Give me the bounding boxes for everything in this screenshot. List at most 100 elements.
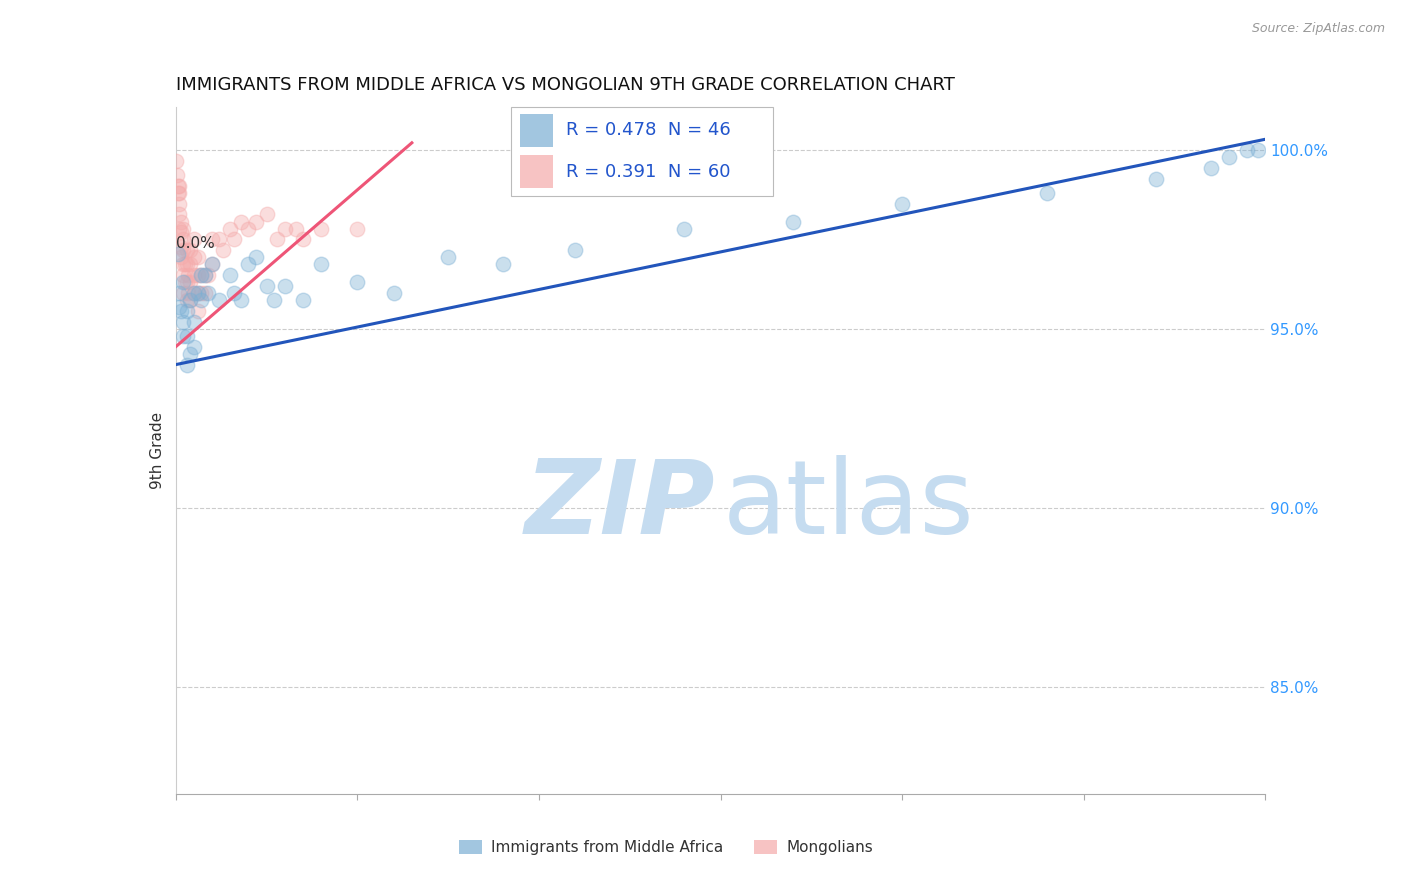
Point (172, 257, 194, 271)
Point (309, 257, 332, 271)
Point (219, 268, 242, 282)
Point (176, 257, 198, 271)
Point (208, 232, 231, 246)
Point (186, 304, 209, 318)
Point (266, 232, 288, 246)
Point (309, 221, 332, 235)
Point (274, 279, 297, 293)
Point (166, 168, 188, 182)
Text: Source: ZipAtlas.com: Source: ZipAtlas.com (1251, 22, 1385, 36)
Point (222, 232, 245, 246)
Point (1036, 186, 1059, 200)
Point (172, 286, 194, 301)
Point (201, 257, 224, 271)
Point (172, 221, 194, 235)
Point (170, 239, 193, 253)
Point (274, 221, 297, 235)
Point (190, 268, 212, 282)
Point (197, 286, 219, 301)
Point (166, 153, 188, 168)
Point (172, 276, 194, 290)
Point (190, 268, 212, 282)
Point (291, 293, 314, 308)
Point (231, 293, 253, 308)
Point (179, 257, 201, 271)
Point (169, 286, 191, 301)
Point (201, 257, 224, 271)
Point (176, 358, 198, 372)
Text: atlas: atlas (723, 455, 974, 556)
Point (291, 232, 314, 246)
Point (208, 293, 231, 308)
Text: 0.0%: 0.0% (176, 236, 215, 252)
Point (346, 221, 368, 235)
Point (194, 268, 217, 282)
Point (1236, 143, 1258, 157)
Point (238, 221, 260, 235)
Point (263, 293, 285, 308)
Point (222, 286, 245, 301)
Point (782, 214, 804, 228)
Point (1247, 143, 1270, 157)
Point (231, 214, 253, 228)
Point (194, 268, 217, 282)
Point (183, 232, 205, 246)
Point (169, 207, 191, 221)
Point (169, 178, 191, 193)
Bar (520, 155, 553, 188)
Point (183, 340, 205, 354)
Point (169, 196, 191, 211)
Point (219, 221, 242, 235)
Point (172, 243, 194, 257)
Point (382, 286, 405, 301)
Point (170, 214, 193, 228)
Point (284, 221, 307, 235)
Point (183, 268, 205, 282)
Point (172, 268, 194, 282)
Point (176, 276, 198, 290)
Point (172, 232, 194, 246)
Point (673, 221, 696, 235)
Point (238, 257, 260, 271)
Point (256, 207, 278, 221)
Point (176, 293, 198, 308)
Point (186, 286, 209, 301)
Point (173, 276, 195, 290)
Point (190, 293, 212, 308)
Point (183, 286, 205, 301)
Point (564, 243, 586, 257)
Point (245, 250, 267, 264)
Point (183, 315, 205, 329)
Point (169, 221, 191, 235)
Point (1146, 171, 1168, 186)
Text: ZIP: ZIP (524, 455, 716, 556)
Point (179, 293, 201, 308)
Point (212, 243, 235, 257)
Point (891, 196, 914, 211)
Point (176, 304, 198, 318)
Point (179, 347, 201, 361)
Point (437, 250, 460, 264)
Point (245, 214, 267, 228)
Point (176, 243, 198, 257)
Y-axis label: 9th Grade: 9th Grade (149, 412, 165, 489)
Point (492, 257, 515, 271)
Point (197, 268, 219, 282)
Point (172, 315, 194, 329)
Point (186, 268, 209, 282)
Point (166, 246, 188, 260)
Text: IMMIGRANTS FROM MIDDLE AFRICA VS MONGOLIAN 9TH GRADE CORRELATION CHART: IMMIGRANTS FROM MIDDLE AFRICA VS MONGOLI… (176, 77, 955, 95)
Bar (520, 114, 553, 147)
Point (177, 268, 200, 282)
Point (179, 276, 201, 290)
Point (177, 286, 200, 301)
Point (169, 301, 191, 315)
Point (179, 293, 201, 308)
Point (186, 250, 209, 264)
Point (256, 279, 278, 293)
Point (170, 225, 193, 239)
FancyBboxPatch shape (512, 107, 773, 196)
Point (170, 250, 193, 264)
Point (194, 286, 217, 301)
Point (1218, 150, 1240, 164)
